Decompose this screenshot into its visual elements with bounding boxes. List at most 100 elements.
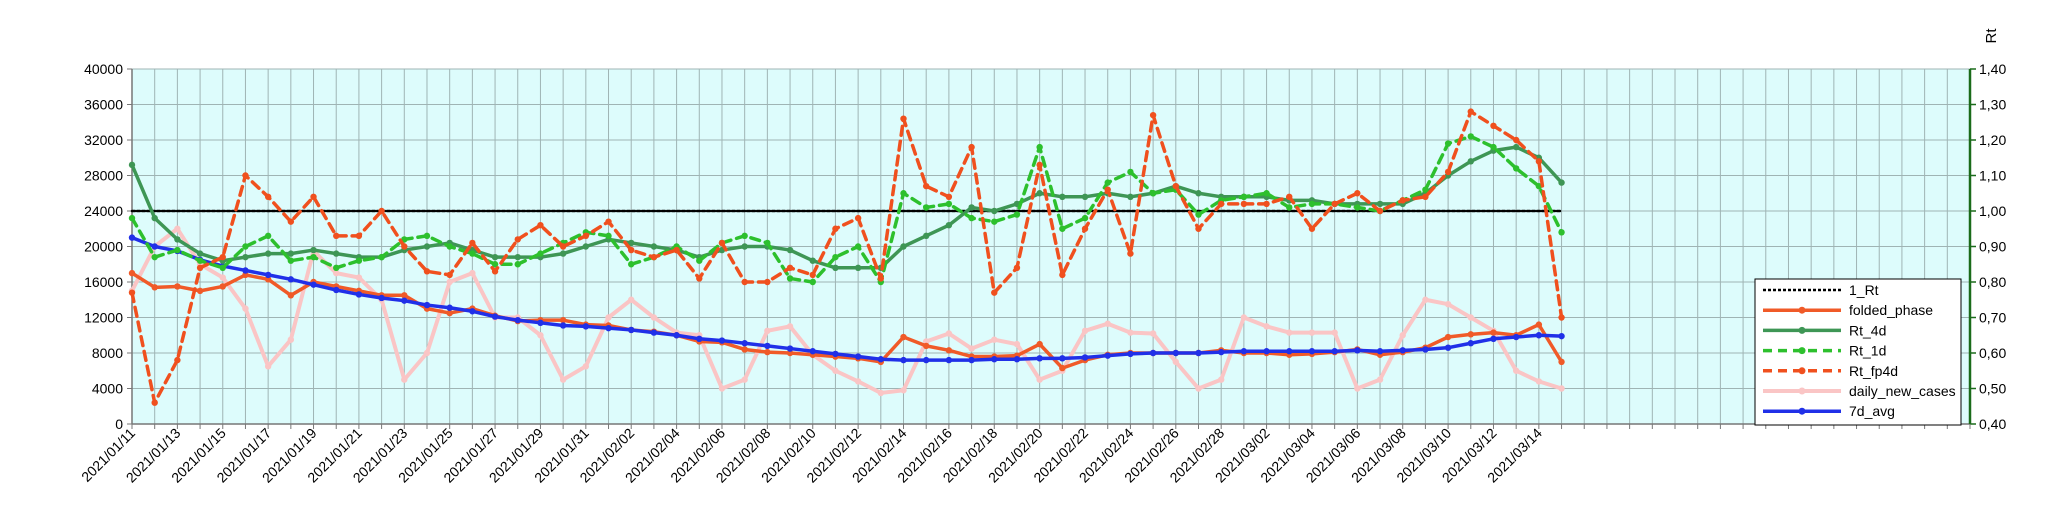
legend-label: Rt_1d [1849, 343, 1886, 359]
data-point [174, 283, 181, 290]
data-point [1535, 378, 1543, 385]
data-point [945, 200, 953, 208]
data-point [1535, 332, 1543, 339]
data-point [1490, 329, 1497, 336]
data-point [786, 349, 794, 357]
data-point [469, 250, 476, 257]
data-point [559, 376, 567, 383]
data-point [1558, 229, 1565, 236]
data-point [900, 115, 907, 122]
data-point [264, 193, 272, 200]
y2-tick-label: 1,00 [1979, 203, 2006, 219]
y-tick-label: 4000 [92, 381, 123, 397]
data-point [128, 214, 136, 222]
data-point [1059, 355, 1066, 362]
data-point [1172, 182, 1180, 190]
data-point [900, 356, 907, 364]
y2-tick-label: 1,40 [1979, 61, 2006, 77]
data-point [446, 271, 453, 279]
series-7d-avg [128, 234, 1565, 364]
data-point [287, 292, 295, 299]
data-point [287, 336, 295, 343]
data-point [151, 253, 158, 261]
data-point [786, 345, 794, 352]
data-point [605, 232, 612, 240]
series-line [130, 226, 1564, 395]
data-point [1467, 331, 1474, 338]
data-point [764, 239, 771, 247]
data-point [991, 207, 998, 215]
data-point [1195, 349, 1202, 357]
data-point [128, 289, 136, 296]
data-point [219, 264, 226, 271]
data-point [310, 193, 317, 200]
data-point [1490, 335, 1497, 342]
data-point [1149, 330, 1157, 337]
data-point [968, 356, 975, 364]
data-point [514, 253, 521, 261]
data-point [764, 342, 771, 350]
data-point [582, 363, 590, 370]
data-point [1036, 376, 1043, 383]
data-point [469, 269, 476, 277]
data-point [696, 275, 703, 282]
data-point [219, 283, 226, 290]
data-point [582, 232, 590, 240]
data-point [854, 243, 862, 250]
data-point [491, 253, 499, 261]
data-point [151, 214, 158, 222]
data-point [242, 253, 249, 261]
data-point [469, 308, 476, 315]
data-point [401, 297, 408, 304]
data-point [355, 257, 363, 264]
data-point [1490, 143, 1497, 151]
grid-lines [131, 68, 1971, 425]
data-point [1263, 190, 1270, 197]
data-point [1444, 168, 1452, 176]
data-point [242, 267, 249, 274]
data-point [1286, 193, 1293, 200]
data-point [1059, 193, 1066, 200]
data-point [401, 243, 408, 250]
data-point [1467, 340, 1474, 347]
series-line [130, 271, 1564, 370]
data-point [922, 182, 930, 190]
data-point [264, 271, 272, 279]
data-point [1422, 296, 1429, 303]
data-point [900, 190, 907, 197]
legend-marker [1798, 387, 1806, 395]
data-point [1512, 367, 1520, 374]
series-layer [128, 108, 1565, 406]
data-point [174, 225, 181, 232]
data-point [809, 278, 816, 286]
data-point [537, 319, 544, 327]
data-point [832, 264, 839, 271]
right-axis-title: Rt [1983, 28, 2000, 44]
y-tick-label: 24000 [84, 203, 123, 219]
data-point [582, 323, 590, 330]
data-point [514, 236, 521, 243]
data-point [1354, 190, 1361, 197]
data-point [922, 338, 930, 345]
data-point [1217, 376, 1225, 383]
data-point [1512, 165, 1520, 172]
data-point [1081, 225, 1089, 232]
data-point [764, 278, 771, 286]
legend-label: daily_new_cases [1849, 383, 1956, 399]
data-point [696, 257, 703, 264]
data-point [355, 274, 363, 281]
legend-label: Rt_fp4d [1849, 363, 1898, 379]
y2-tick-label: 1,30 [1979, 97, 2006, 113]
data-point [1149, 190, 1157, 197]
data-point [718, 239, 726, 247]
y-tick-label: 20000 [84, 239, 123, 255]
data-point [1240, 348, 1248, 355]
legend-item: Rt_fp4d [1763, 363, 1898, 379]
data-point [854, 214, 862, 222]
data-point [333, 232, 340, 240]
data-point [1127, 250, 1134, 257]
data-point [310, 253, 317, 261]
legend-label: 7d_avg [1849, 403, 1895, 419]
data-point [968, 143, 975, 151]
data-point [628, 326, 635, 334]
